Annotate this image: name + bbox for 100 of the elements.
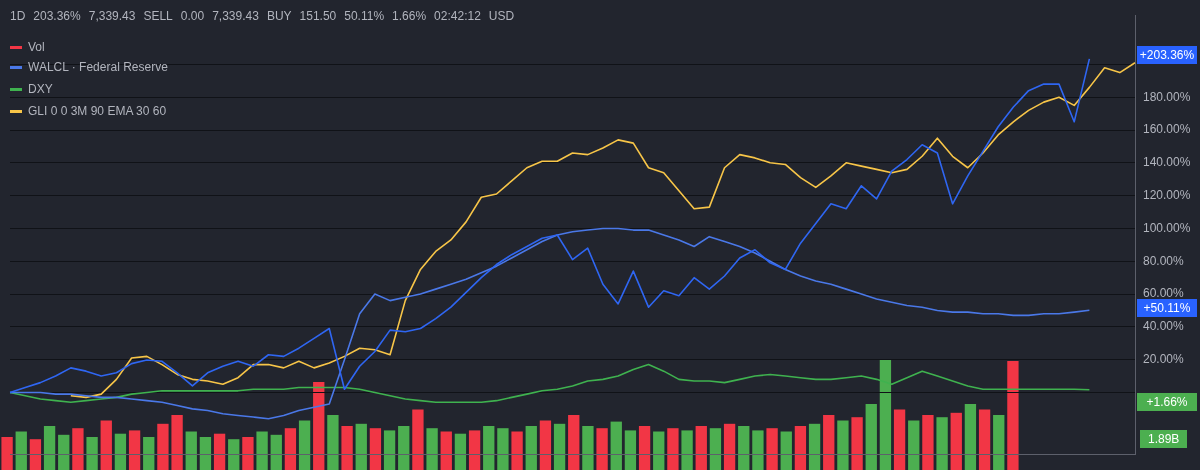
bar xyxy=(213,433,226,470)
y-tick-label: 40.00% xyxy=(1143,319,1185,334)
annotation: BUY xyxy=(266,9,292,23)
bar xyxy=(993,415,1005,470)
bar xyxy=(355,423,367,470)
bar xyxy=(483,426,495,470)
text: 1.89B xyxy=(1140,430,1188,448)
bar xyxy=(185,431,197,470)
bar xyxy=(553,423,566,470)
bar xyxy=(341,426,353,470)
bar xyxy=(978,409,991,470)
legend-label: WALCL · Federal Reserve xyxy=(28,60,168,74)
bar xyxy=(922,415,934,470)
bar xyxy=(596,428,608,470)
bar xyxy=(256,431,268,470)
bar xyxy=(1,437,13,470)
bar xyxy=(228,439,240,470)
bar xyxy=(695,426,707,470)
bar xyxy=(284,428,297,470)
bar xyxy=(114,433,127,470)
bar xyxy=(794,426,807,470)
bar xyxy=(454,433,467,470)
y-tick-label: 160.00% xyxy=(1143,122,1191,137)
y-tick-label: 20.00% xyxy=(1143,351,1185,366)
bar xyxy=(582,426,594,470)
bar xyxy=(893,409,906,470)
bar xyxy=(412,409,424,470)
bar xyxy=(752,430,764,470)
bar xyxy=(86,437,98,470)
bar xyxy=(369,428,382,470)
bar xyxy=(837,420,849,470)
legend-label: DXY xyxy=(28,82,53,96)
bar xyxy=(525,426,537,470)
text: +203.36% xyxy=(1137,46,1197,64)
bar xyxy=(15,431,27,470)
bar xyxy=(171,415,183,470)
bar xyxy=(624,430,637,470)
bar xyxy=(964,404,977,470)
bar xyxy=(143,437,155,470)
bar xyxy=(72,428,84,470)
bar xyxy=(1007,361,1019,470)
bar xyxy=(398,426,410,470)
bar xyxy=(851,417,863,470)
bar xyxy=(723,423,736,470)
annotation: 02:42:12 xyxy=(434,9,481,23)
bar xyxy=(58,434,70,470)
y-tick-label: 100.00% xyxy=(1143,220,1191,235)
bar xyxy=(610,421,622,470)
bar xyxy=(823,415,835,470)
bar xyxy=(638,426,651,470)
bar xyxy=(313,382,325,470)
annotation: 7,339.43 xyxy=(88,9,136,23)
bar xyxy=(950,412,962,470)
bar xyxy=(908,420,920,470)
annotation: SELL xyxy=(143,9,173,23)
bar xyxy=(383,430,396,470)
annotation: 7,339.43 xyxy=(212,9,259,23)
annotation: 0.00 xyxy=(180,9,205,23)
bar xyxy=(653,431,665,470)
annotation: 1D xyxy=(10,9,26,23)
bar xyxy=(511,431,523,470)
bar xyxy=(539,420,552,470)
y-tick-label: 120.00% xyxy=(1143,187,1191,202)
bar xyxy=(468,430,481,470)
y-tick-label: 140.00% xyxy=(1143,155,1191,170)
annotation: 1.66% xyxy=(392,9,427,23)
bar xyxy=(780,431,792,470)
bar xyxy=(29,439,42,470)
bar xyxy=(298,420,311,470)
annotation: 50.11% xyxy=(344,9,385,23)
bar xyxy=(327,415,339,470)
bar xyxy=(270,434,282,470)
y-tick-label: 80.00% xyxy=(1143,253,1185,268)
bar xyxy=(681,430,693,470)
legend-label: Vol xyxy=(28,40,45,54)
bar xyxy=(242,437,254,470)
text: +50.11% xyxy=(1137,299,1197,317)
bar xyxy=(100,420,112,470)
bar xyxy=(128,430,141,470)
y-tick-label: 180.00% xyxy=(1143,89,1191,104)
annotation: 203.36% xyxy=(33,9,81,23)
bar xyxy=(667,428,679,470)
bar xyxy=(936,417,948,470)
bar xyxy=(865,404,877,470)
bar xyxy=(879,360,892,470)
bar xyxy=(43,426,56,470)
bar xyxy=(440,431,452,470)
annotation: USD xyxy=(488,9,515,23)
bar xyxy=(497,428,509,470)
y-tick-label: 60.00% xyxy=(1143,286,1185,301)
bar xyxy=(808,423,821,470)
bar xyxy=(568,415,580,470)
text: +1.66% xyxy=(1137,393,1197,411)
annotation: 151.50 xyxy=(299,9,337,23)
bar xyxy=(199,437,212,470)
bar xyxy=(157,423,169,470)
bar xyxy=(766,428,778,470)
bar xyxy=(738,426,750,470)
legend-label: GLI 0 0 3M 90 EMA 30 60 xyxy=(28,104,167,118)
bar xyxy=(709,428,722,470)
